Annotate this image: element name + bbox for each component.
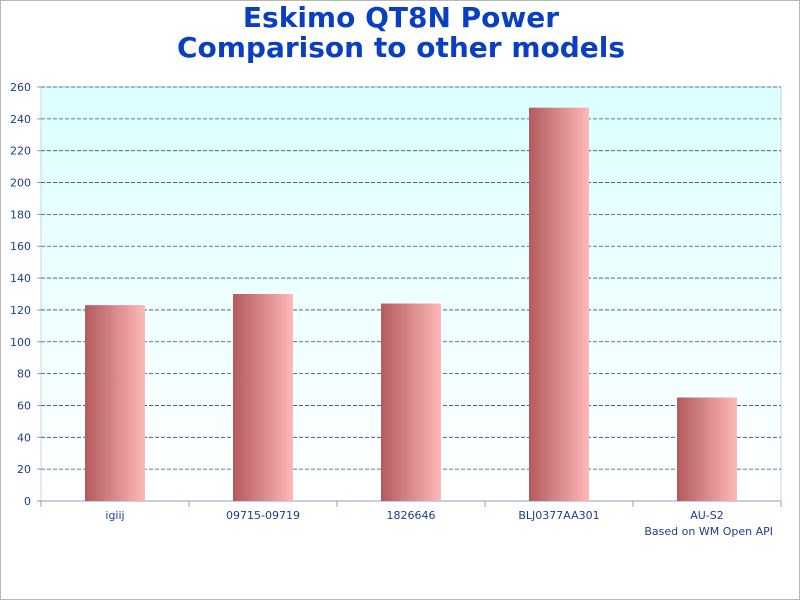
y-tick-label: 160 [10, 240, 31, 253]
chart-title-line-2: Comparison to other models [176, 31, 626, 64]
y-tick-label: 40 [17, 431, 31, 444]
y-tick-label: 0 [24, 495, 31, 508]
y-tick-label: 60 [17, 399, 31, 412]
y-tick-label: 200 [10, 177, 31, 190]
chart-title: Eskimo QT8N Power Comparison to other mo… [1, 3, 800, 63]
x-tick-label: AU-S2 [690, 509, 724, 522]
x-tick-label: igiij [105, 509, 124, 522]
y-tick-label: 120 [10, 304, 31, 317]
footer-note: Based on WM Open API [644, 525, 773, 538]
bar [381, 303, 441, 501]
chart-title-line-1: Eskimo QT8N Power [242, 1, 560, 34]
y-tick-label: 180 [10, 208, 31, 221]
y-tick-label: 260 [10, 81, 31, 94]
y-tick-label: 220 [10, 145, 31, 158]
y-tick-label: 240 [10, 113, 31, 126]
bar [85, 305, 145, 501]
bar [677, 397, 737, 501]
x-tick-label: 09715-09719 [226, 509, 300, 522]
bar [233, 294, 293, 501]
y-tick-label: 100 [10, 336, 31, 349]
x-tick-label: 1826646 [387, 509, 436, 522]
y-tick-label: 80 [17, 368, 31, 381]
y-tick-label: 20 [17, 463, 31, 476]
y-tick-label: 140 [10, 272, 31, 285]
bar [529, 107, 589, 501]
x-tick-label: BLJ0377AA301 [518, 509, 599, 522]
